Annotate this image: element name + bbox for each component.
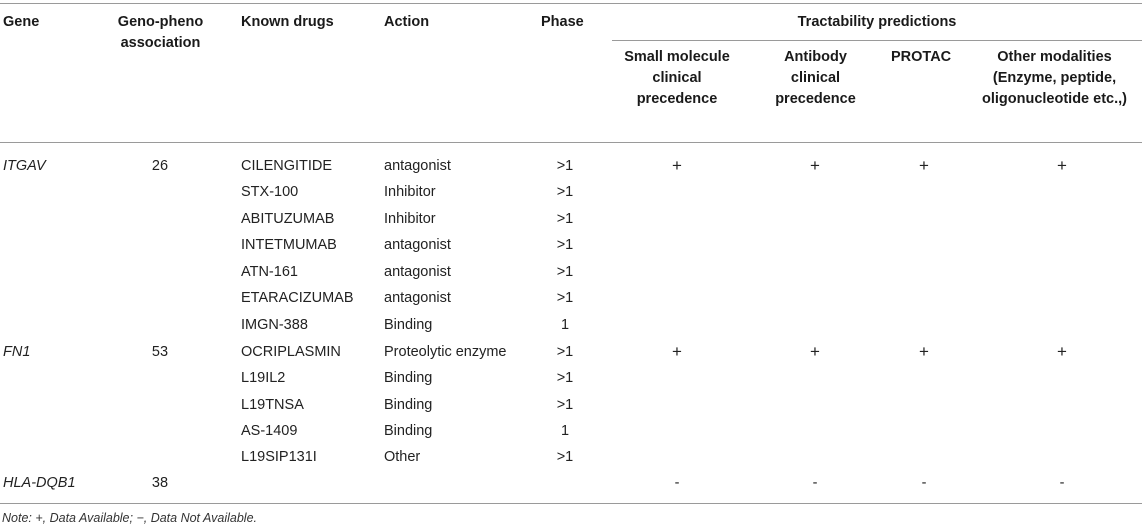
top-rule xyxy=(0,3,1142,4)
antibody-mark: - xyxy=(812,475,818,491)
other-modalities-mark: + xyxy=(1057,342,1067,361)
header-geno-pheno: Geno-pheno association xyxy=(117,14,204,51)
drug-phase: >1 xyxy=(556,370,574,386)
other-modalities-mark: - xyxy=(1059,475,1065,491)
antibody-mark: + xyxy=(810,342,820,361)
header-tractability: Tractability predictions xyxy=(797,14,957,30)
drug-action: antagonist xyxy=(384,237,451,253)
header-protac: PROTAC xyxy=(891,49,952,65)
drug-name: ETARACIZUMAB xyxy=(241,290,354,306)
drug-phase: >1 xyxy=(556,449,574,465)
drug-action: Inhibitor xyxy=(384,184,436,200)
drug-phase: >1 xyxy=(556,184,574,200)
drug-action: Binding xyxy=(384,423,433,439)
protac-mark: + xyxy=(919,156,929,175)
tractability-rule xyxy=(612,40,1142,41)
drug-phase: 1 xyxy=(560,317,570,333)
protac-mark: - xyxy=(921,475,927,491)
geno-pheno-value: 53 xyxy=(151,344,169,360)
gene-name: HLA-DQB1 xyxy=(3,475,76,491)
header-gene: Gene xyxy=(3,14,40,30)
drug-action: Proteolytic enzyme xyxy=(384,344,507,360)
drug-phase: >1 xyxy=(556,237,574,253)
header-phase: Phase xyxy=(541,14,584,30)
gene-name: FN1 xyxy=(3,344,31,360)
gene-name: ITGAV xyxy=(3,158,46,174)
drug-name: CILENGITIDE xyxy=(241,158,333,174)
drug-name: L19SIP131I xyxy=(241,449,317,465)
drug-name: OCRIPLASMIN xyxy=(241,344,341,360)
antibody-mark: + xyxy=(810,156,820,175)
small-molecule-mark: - xyxy=(674,475,680,491)
drug-phase: >1 xyxy=(556,290,574,306)
drug-action: Binding xyxy=(384,317,433,333)
drug-phase: >1 xyxy=(556,397,574,413)
drug-action: antagonist xyxy=(384,158,451,174)
drug-phase: >1 xyxy=(556,158,574,174)
drug-name: ATN-161 xyxy=(241,264,298,280)
drug-action: Binding xyxy=(384,397,433,413)
protac-mark: + xyxy=(919,342,929,361)
drug-phase: >1 xyxy=(556,344,574,360)
other-modalities-mark: + xyxy=(1057,156,1067,175)
drug-name: AS-1409 xyxy=(241,423,298,439)
drug-name: STX-100 xyxy=(241,184,299,200)
header-small-molecule: Small molecule clinical precedence xyxy=(624,49,730,107)
drug-action: antagonist xyxy=(384,290,451,306)
drug-name: L19IL2 xyxy=(241,370,286,386)
header-antibody: Antibody clinical precedence xyxy=(775,49,856,107)
drug-name: ABITUZUMAB xyxy=(241,211,335,227)
drug-phase: 1 xyxy=(560,423,570,439)
drug-action: Inhibitor xyxy=(384,211,436,227)
drug-action: antagonist xyxy=(384,264,451,280)
geno-pheno-value: 38 xyxy=(151,475,169,491)
drug-name: L19TNSA xyxy=(241,397,304,413)
header-other-modalities: Other modalities (Enzyme, peptide, oligo… xyxy=(981,49,1127,107)
drug-action: Other xyxy=(384,449,421,465)
small-molecule-mark: + xyxy=(672,342,682,361)
small-molecule-mark: + xyxy=(672,156,682,175)
header-action: Action xyxy=(384,14,430,30)
drug-phase: >1 xyxy=(556,264,574,280)
geno-pheno-value: 26 xyxy=(151,158,169,174)
header-bottom-rule xyxy=(0,142,1142,143)
drug-action: Binding xyxy=(384,370,433,386)
table-note: Note: +, Data Available; −, Data Not Ava… xyxy=(2,511,258,525)
header-known-drugs: Known drugs xyxy=(241,14,334,30)
drug-name: IMGN-388 xyxy=(241,317,308,333)
table-bottom-rule xyxy=(0,503,1142,504)
drug-name: INTETMUMAB xyxy=(241,237,337,253)
drug-phase: >1 xyxy=(556,211,574,227)
